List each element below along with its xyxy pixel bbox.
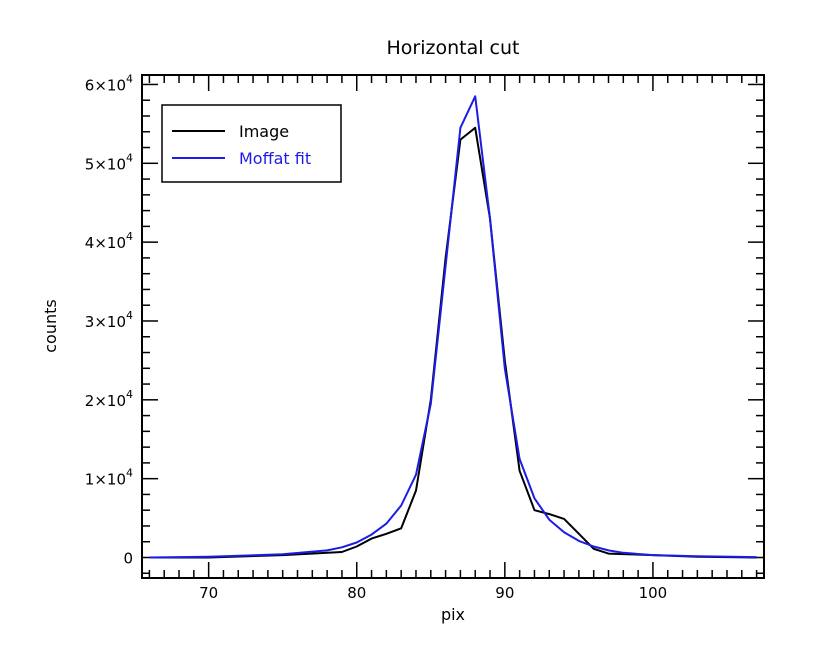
axis-ticks [142, 75, 764, 578]
legend-box [161, 104, 342, 183]
y-tick-label: 1×104 [85, 467, 133, 489]
y-tick-label: 3×104 [85, 309, 133, 331]
series-lines [149, 95, 757, 559]
legend: Image Moffat fit [161, 104, 342, 183]
y-tick-label: 0 [123, 550, 133, 568]
x-tick-label: 100 [639, 584, 668, 602]
x-tick-labels: 70 80 90 100 [199, 584, 667, 602]
plot-frame [141, 74, 765, 579]
y-tick-label: 6×104 [85, 72, 133, 94]
y-tick-label: 4×104 [85, 230, 133, 252]
x-tick-label: 80 [347, 584, 366, 602]
y-axis-label: counts [41, 299, 60, 352]
y-tick-label: 2×104 [85, 388, 133, 410]
x-tick-label: 70 [199, 584, 218, 602]
x-axis-label: pix [441, 605, 465, 624]
legend-label-image: Image [239, 122, 289, 141]
series-line-image [149, 126, 757, 559]
y-tick-label: 5×104 [85, 151, 133, 173]
y-tick-labels: 0 1×104 2×104 3×104 4×104 5×104 6×104 [85, 72, 133, 567]
series-line-moffat-fit [149, 95, 757, 559]
chart-title: Horizontal cut [387, 37, 520, 59]
legend-label-moffat: Moffat fit [239, 149, 311, 168]
x-tick-label: 90 [495, 584, 514, 602]
